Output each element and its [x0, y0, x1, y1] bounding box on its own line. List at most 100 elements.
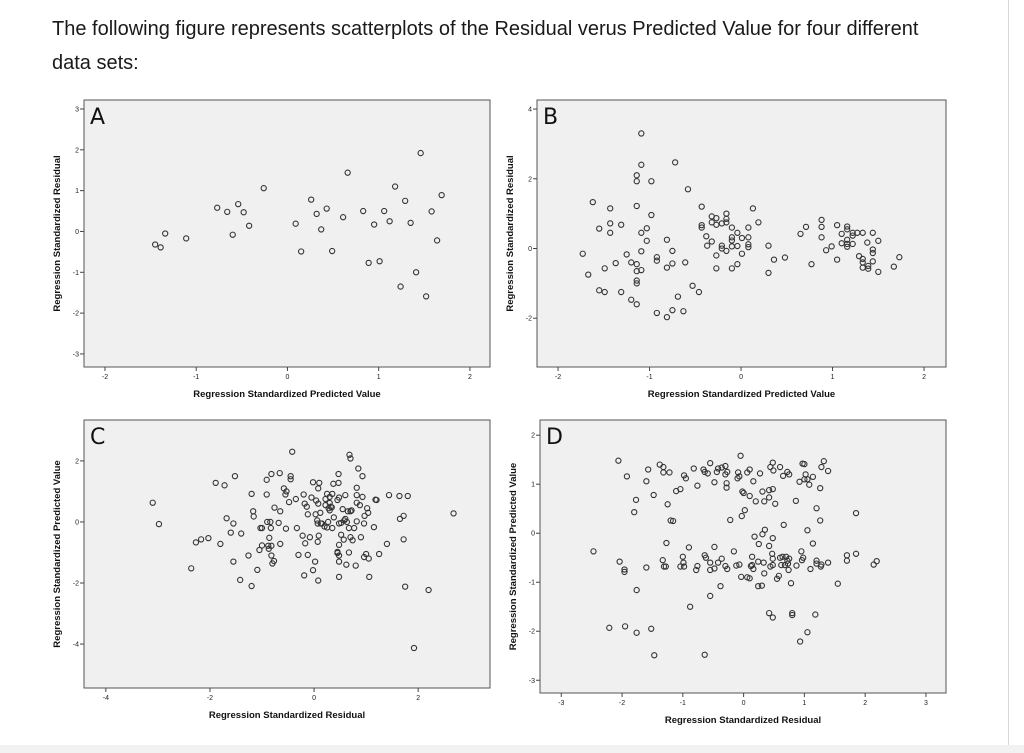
data-point [686, 603, 694, 610]
data-point [335, 552, 343, 559]
y-tick-label: -3 [73, 351, 79, 358]
data-point [417, 149, 424, 157]
data-point [748, 561, 756, 569]
data-point [717, 583, 724, 590]
question-intro-text: The following figure represents scatterp… [52, 18, 919, 74]
bottom-strip [0, 745, 1024, 753]
data-point [752, 498, 759, 505]
data-point [631, 508, 638, 516]
data-point [702, 554, 710, 561]
data-point [779, 553, 786, 560]
x-tick-label: 2 [863, 700, 867, 707]
data-point [707, 559, 714, 566]
data-point [852, 550, 860, 557]
data-point [633, 277, 640, 284]
y-tick-label: -2 [73, 311, 79, 318]
data-point [589, 198, 596, 206]
data-point [698, 203, 705, 210]
data-point [267, 524, 275, 532]
panel-letter: D [546, 425, 563, 450]
data-point [633, 261, 640, 268]
data-point [396, 492, 403, 500]
x-tick-label: 2 [468, 374, 472, 381]
panel-letter: B [543, 105, 558, 130]
data-point [162, 230, 169, 237]
data-point [268, 470, 275, 478]
scatterplot-panel-d: -3 -2 -1 0 1 2 3 2 1 0 -1 -2 -3 Regression Standardiz… [508, 419, 947, 726]
x-tick-label: -1 [646, 374, 652, 381]
data-point [651, 652, 658, 659]
data-point [214, 204, 221, 211]
data-point [292, 220, 299, 227]
data-point [601, 265, 608, 272]
data-point [450, 510, 457, 517]
data-point [704, 470, 711, 477]
data-point [260, 185, 267, 192]
data-point [701, 468, 708, 476]
data-point [412, 269, 420, 276]
data-point [746, 492, 753, 500]
data-point [750, 478, 757, 485]
data-point [370, 523, 378, 531]
data-point [339, 505, 346, 513]
data-point [633, 301, 640, 308]
data-point [282, 491, 289, 498]
data-point [258, 524, 266, 532]
data-point [748, 553, 756, 560]
x-tick-label: 0 [742, 700, 746, 707]
data-point [633, 629, 640, 636]
data-point [400, 512, 407, 519]
data-point [724, 468, 731, 476]
data-point [301, 572, 308, 579]
x-tick-label: 0 [312, 695, 316, 702]
y-axis-label: Regression Standardized Predicted Value [508, 463, 519, 650]
data-point [157, 244, 164, 251]
y-tick-label: 1 [531, 482, 535, 489]
plot-area [536, 99, 947, 368]
data-point [621, 566, 628, 573]
data-point [643, 225, 650, 232]
data-point [844, 223, 851, 230]
data-point [875, 268, 882, 275]
data-point [765, 486, 773, 494]
data-point [360, 520, 368, 527]
data-point [798, 548, 805, 555]
data-point [224, 208, 231, 216]
data-point [869, 249, 876, 257]
data-point [682, 475, 690, 482]
data-point [770, 256, 778, 263]
data-point [628, 259, 635, 266]
data-point [643, 564, 650, 571]
data-point [745, 241, 752, 248]
data-point [713, 215, 720, 222]
data-point [275, 519, 282, 527]
data-point [365, 555, 372, 562]
data-point [230, 558, 237, 565]
data-point [677, 485, 684, 493]
data-point [680, 308, 687, 315]
x-tick-label: 1 [377, 374, 381, 381]
data-point [254, 566, 261, 574]
data-point [345, 549, 353, 556]
data-point [197, 536, 205, 543]
data-point [638, 248, 645, 255]
data-point [266, 534, 273, 541]
data-point [680, 559, 687, 566]
data-point [873, 558, 880, 565]
data-point [633, 586, 640, 594]
data-point [740, 489, 747, 497]
data-point [792, 497, 800, 505]
data-point [778, 561, 785, 569]
data-point [789, 611, 796, 619]
data-point [149, 499, 156, 506]
data-point [804, 476, 811, 483]
data-point [621, 623, 629, 630]
data-point [308, 196, 315, 203]
data-point [347, 508, 354, 515]
data-point [643, 237, 650, 244]
data-point [606, 624, 613, 631]
data-point [723, 484, 730, 491]
data-point [282, 525, 290, 532]
data-point [818, 234, 825, 241]
y-tick-label: 4 [528, 107, 532, 114]
